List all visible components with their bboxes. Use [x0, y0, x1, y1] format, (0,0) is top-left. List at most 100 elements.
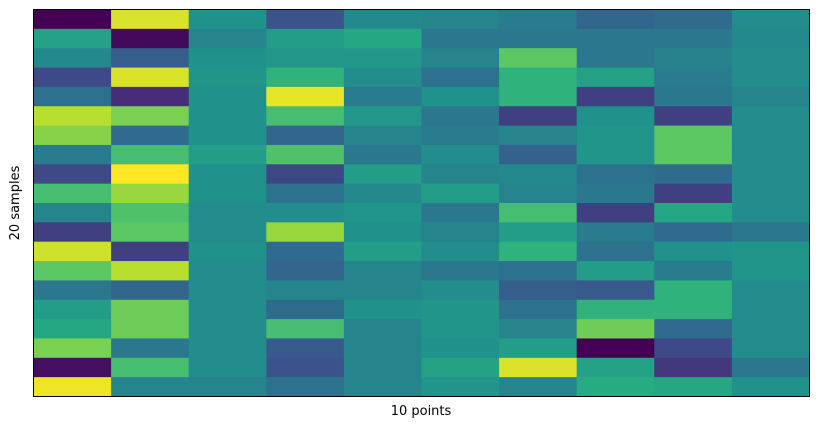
heatmap-cell-r11-c2 — [188, 222, 267, 243]
heatmap-cell-r2-c4 — [343, 48, 422, 69]
heatmap-cell-r10-c8 — [654, 203, 733, 223]
heatmap-cell-r12-c5 — [421, 241, 500, 262]
heatmap-cell-r17-c9 — [731, 338, 810, 359]
heatmap-cell-r0-c3 — [266, 9, 345, 30]
heatmap-cell-r10-c5 — [421, 203, 500, 223]
heatmap-cell-r14-c8 — [654, 280, 733, 301]
heatmap-cell-r16-c1 — [111, 319, 190, 339]
heatmap-cell-r13-c8 — [654, 261, 733, 281]
heatmap-cell-r10-c1 — [111, 203, 190, 223]
heatmap-cell-r18-c8 — [654, 357, 733, 378]
heatmap-cell-r2-c9 — [731, 48, 810, 69]
heatmap-cell-r7-c7 — [576, 144, 655, 165]
heatmap-cell-r17-c3 — [266, 338, 345, 359]
heatmap-cell-r14-c0 — [33, 280, 112, 301]
heatmap-cell-r17-c4 — [343, 338, 422, 359]
heatmap-cell-r1-c9 — [731, 28, 810, 49]
heatmap-cell-r4-c2 — [188, 86, 267, 107]
heatmap-cell-r3-c1 — [111, 67, 190, 88]
heatmap-cell-r10-c0 — [33, 203, 112, 223]
heatmap-cell-r12-c7 — [576, 241, 655, 262]
heatmap-cell-r4-c4 — [343, 86, 422, 107]
heatmap-cell-r1-c7 — [576, 28, 655, 49]
heatmap-cell-r11-c1 — [111, 222, 190, 243]
heatmap-cell-r11-c8 — [654, 222, 733, 243]
heatmap-cell-r10-c7 — [576, 203, 655, 223]
heatmap-cell-r6-c2 — [188, 125, 267, 146]
heatmap-cell-r4-c0 — [33, 86, 112, 107]
heatmap-cell-r12-c9 — [731, 241, 810, 262]
heatmap-cell-r1-c0 — [33, 28, 112, 49]
heatmap-cell-r3-c5 — [421, 67, 500, 88]
heatmap-cell-r9-c9 — [731, 183, 810, 204]
heatmap-cell-r15-c9 — [731, 299, 810, 320]
heatmap-cell-r2-c5 — [421, 48, 500, 69]
heatmap-cell-r18-c1 — [111, 357, 190, 378]
heatmap-cell-r19-c5 — [421, 377, 500, 397]
heatmap-cell-r0-c0 — [33, 9, 112, 30]
heatmap-cell-r16-c5 — [421, 319, 500, 339]
heatmap-cell-r13-c0 — [33, 261, 112, 281]
heatmap-cell-r6-c3 — [266, 125, 345, 146]
heatmap-cell-r6-c9 — [731, 125, 810, 146]
heatmap-cell-r4-c6 — [499, 86, 578, 107]
heatmap-cell-r15-c7 — [576, 299, 655, 320]
heatmap-cell-r5-c8 — [654, 106, 733, 127]
heatmap-cell-r16-c7 — [576, 319, 655, 339]
y-axis-label: 20 samples — [8, 165, 23, 240]
heatmap-cells — [33, 9, 810, 397]
heatmap-cell-r17-c7 — [576, 338, 655, 359]
heatmap-cell-r7-c5 — [421, 144, 500, 165]
heatmap-cell-r0-c4 — [343, 9, 422, 30]
heatmap-cell-r15-c8 — [654, 299, 733, 320]
heatmap-cell-r16-c6 — [499, 319, 578, 339]
heatmap-cell-r15-c3 — [266, 299, 345, 320]
heatmap-cell-r9-c3 — [266, 183, 345, 204]
heatmap-cell-r19-c2 — [188, 377, 267, 397]
heatmap-cell-r2-c0 — [33, 48, 112, 69]
heatmap-cell-r7-c4 — [343, 144, 422, 165]
heatmap-cell-r14-c2 — [188, 280, 267, 301]
heatmap-cell-r19-c0 — [33, 377, 112, 397]
heatmap-cell-r17-c2 — [188, 338, 267, 359]
heatmap-cell-r11-c0 — [33, 222, 112, 243]
heatmap-cell-r3-c0 — [33, 67, 112, 88]
heatmap-cell-r1-c3 — [266, 28, 345, 49]
heatmap-cell-r16-c2 — [188, 319, 267, 339]
heatmap-cell-r14-c6 — [499, 280, 578, 301]
heatmap-cell-r15-c4 — [343, 299, 422, 320]
heatmap-cell-r8-c8 — [654, 164, 733, 185]
heatmap-cell-r3-c7 — [576, 67, 655, 88]
heatmap-cell-r13-c6 — [499, 261, 578, 281]
heatmap-cell-r8-c9 — [731, 164, 810, 185]
heatmap-cell-r7-c6 — [499, 144, 578, 165]
heatmap-cell-r4-c7 — [576, 86, 655, 107]
heatmap-cell-r0-c9 — [731, 9, 810, 30]
heatmap-cell-r11-c4 — [343, 222, 422, 243]
heatmap-cell-r2-c8 — [654, 48, 733, 69]
heatmap-cell-r6-c5 — [421, 125, 500, 146]
heatmap-cell-r16-c8 — [654, 319, 733, 339]
heatmap-cell-r11-c6 — [499, 222, 578, 243]
heatmap-cell-r0-c6 — [499, 9, 578, 30]
heatmap-cell-r2-c3 — [266, 48, 345, 69]
heatmap-cell-r13-c2 — [188, 261, 267, 281]
heatmap-cell-r17-c5 — [421, 338, 500, 359]
heatmap-cell-r9-c6 — [499, 183, 578, 204]
heatmap-cell-r19-c9 — [731, 377, 810, 397]
heatmap-cell-r12-c4 — [343, 241, 422, 262]
heatmap-cell-r6-c1 — [111, 125, 190, 146]
heatmap-cell-r7-c2 — [188, 144, 267, 165]
heatmap-cell-r5-c2 — [188, 106, 267, 127]
heatmap-cell-r3-c2 — [188, 67, 267, 88]
heatmap-cell-r18-c6 — [499, 357, 578, 378]
heatmap-cell-r9-c1 — [111, 183, 190, 204]
heatmap-cell-r4-c3 — [266, 86, 345, 107]
heatmap-cell-r16-c0 — [33, 319, 112, 339]
heatmap-cell-r10-c9 — [731, 203, 810, 223]
plot-frame — [33, 9, 810, 397]
heatmap-cell-r4-c8 — [654, 86, 733, 107]
heatmap-cell-r14-c3 — [266, 280, 345, 301]
x-axis-label: 10 points — [391, 404, 452, 419]
